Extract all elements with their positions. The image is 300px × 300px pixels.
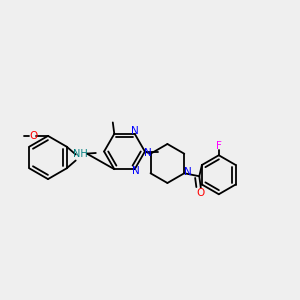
Text: N: N: [144, 148, 152, 158]
Text: F: F: [216, 141, 222, 151]
Text: O: O: [29, 131, 37, 141]
Text: NH: NH: [74, 149, 88, 159]
Text: N: N: [184, 167, 192, 177]
Text: O: O: [197, 188, 205, 198]
Text: N: N: [131, 126, 139, 136]
Text: N: N: [132, 166, 140, 176]
